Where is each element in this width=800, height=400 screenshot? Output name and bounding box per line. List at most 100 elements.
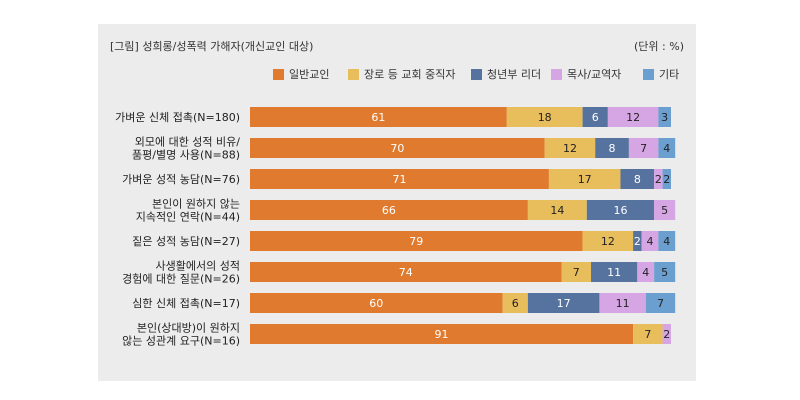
data-label: 12 — [601, 235, 615, 248]
bar-segment — [527, 200, 587, 220]
data-label: 4 — [663, 235, 670, 248]
data-label: 6 — [512, 297, 519, 310]
bar-segment — [250, 200, 528, 220]
data-label: 11 — [616, 297, 630, 310]
bar-segment — [250, 293, 503, 313]
category-label: 가벼운 성적 농담(N=76) — [122, 173, 240, 186]
bar-segment — [599, 293, 646, 313]
bar-segment — [250, 262, 562, 282]
bar-segment — [250, 324, 634, 344]
data-label: 2 — [663, 328, 670, 341]
bar-segment — [250, 107, 507, 127]
chart-legend: 일반교인 장로 등 교회 중직자 청년부 리더 목사/교역자 기타 — [273, 66, 693, 84]
category-label: 본인(상대방)이 원하지 않는 성관계 요구(N=16) — [122, 321, 240, 348]
data-label: 14 — [550, 204, 564, 217]
data-label: 4 — [663, 142, 670, 155]
data-label: 12 — [563, 142, 577, 155]
bar-segment — [544, 138, 596, 158]
data-label: 4 — [642, 266, 649, 279]
legend-swatch — [551, 68, 562, 80]
data-label: 18 — [538, 111, 552, 124]
bar-segment — [595, 138, 629, 158]
legend-item: 청년부 리더 — [471, 66, 541, 82]
data-label: 4 — [646, 235, 653, 248]
data-label: 8 — [609, 142, 616, 155]
bar-segment — [506, 107, 583, 127]
data-label: 17 — [578, 173, 592, 186]
bar-segment — [633, 231, 642, 251]
legend-item: 일반교인 — [273, 66, 329, 82]
bar-segment — [502, 293, 528, 313]
legend-item: 기타 — [643, 66, 679, 82]
legend-label: 청년부 리더 — [487, 68, 542, 81]
data-label: 79 — [409, 235, 423, 248]
data-label: 60 — [369, 297, 383, 310]
data-label: 8 — [634, 173, 641, 186]
data-label: 74 — [399, 266, 413, 279]
chart-title: [그림] 성희롱/성폭력 가해자(개신교인 대상) — [110, 40, 314, 53]
bar-segment — [548, 169, 621, 189]
bar-segment — [654, 262, 676, 282]
bar-segment — [641, 231, 659, 251]
legend-swatch — [273, 68, 284, 80]
chart-panel: [그림] 성희롱/성폭력 가해자(개신교인 대상) (단위 : %) 일반교인 장… — [98, 24, 696, 381]
data-label: 7 — [640, 142, 647, 155]
legend-label: 목사/교역자 — [567, 68, 622, 81]
bar-segment — [527, 293, 600, 313]
data-label: 17 — [557, 297, 571, 310]
bar-segment — [633, 324, 663, 344]
bar-segment — [654, 200, 676, 220]
bar-segment — [582, 107, 608, 127]
data-label: 2 — [634, 235, 641, 248]
category-label: 사생활에서의 성적 경험에 대한 질문(N=26) — [122, 259, 240, 286]
data-label: 7 — [644, 328, 651, 341]
bar-segment — [591, 262, 638, 282]
data-label: 16 — [613, 204, 627, 217]
category-label: 짙은 성적 농담(N=27) — [132, 235, 240, 248]
data-label: 6 — [592, 111, 599, 124]
data-label: 66 — [382, 204, 396, 217]
bar-segment — [658, 138, 676, 158]
bar-segment — [607, 107, 659, 127]
data-label: 70 — [390, 142, 404, 155]
legend-swatch — [348, 68, 359, 80]
data-label: 5 — [661, 266, 668, 279]
unit-label: (단위 : %) — [634, 40, 684, 53]
data-label: 5 — [661, 204, 668, 217]
bar-segment — [620, 169, 655, 189]
bar-segment — [561, 262, 592, 282]
data-label: 7 — [573, 266, 580, 279]
legend-swatch — [471, 68, 482, 80]
data-label: 61 — [371, 111, 385, 124]
data-label: 12 — [626, 111, 640, 124]
legend-label: 기타 — [659, 68, 680, 81]
bar-segment — [586, 200, 655, 220]
category-label: 외모에 대한 성적 비유/품평/별명 사용(N=88) — [132, 136, 240, 162]
data-label: 2 — [655, 173, 662, 186]
bar-segment — [250, 138, 545, 158]
legend-swatch — [643, 68, 654, 80]
legend-item: 목사/교역자 — [551, 66, 621, 82]
legend-item: 장로 등 교회 중직자 — [348, 66, 455, 82]
legend-label: 일반교인 — [289, 68, 330, 81]
data-label: 7 — [657, 297, 664, 310]
bar-segment — [658, 107, 671, 127]
data-label: 71 — [392, 173, 406, 186]
data-label: 3 — [661, 111, 668, 124]
bar-segment — [658, 231, 676, 251]
category-label: 가벼운 신체 접촉(N=180) — [115, 111, 240, 124]
category-label: 심한 신체 접촉(N=17) — [132, 297, 240, 310]
data-label: 91 — [435, 328, 449, 341]
category-label: 본인이 원하지 않는 지속적인 연락(N=44) — [136, 197, 240, 224]
bar-segment — [250, 169, 549, 189]
bar-segment — [628, 138, 659, 158]
bar-segment — [662, 169, 671, 189]
bar-segment — [582, 231, 634, 251]
bar-segment — [250, 231, 583, 251]
bar-segment — [637, 262, 655, 282]
bar-segment — [645, 293, 676, 313]
bar-segment — [662, 324, 671, 344]
data-label: 2 — [663, 173, 670, 186]
data-label: 11 — [607, 266, 621, 279]
